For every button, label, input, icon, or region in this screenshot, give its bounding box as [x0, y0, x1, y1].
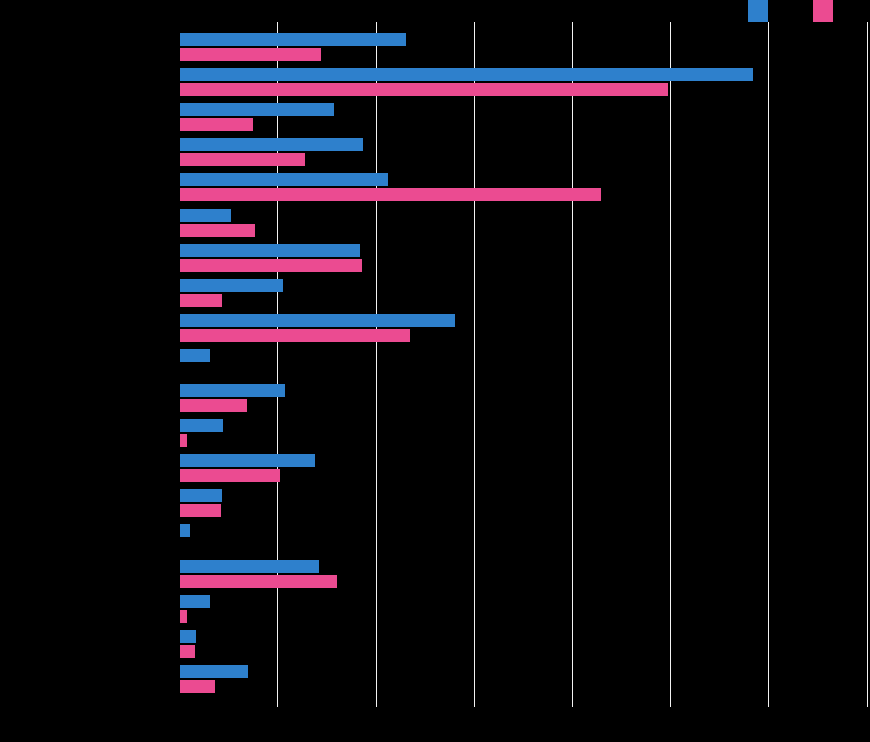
bar-group-row-6 — [180, 243, 867, 272]
bar-series-1-row-1[interactable] — [180, 68, 753, 82]
bar-series-1-row-2[interactable] — [180, 103, 334, 117]
bar-series-2-row-1[interactable] — [180, 83, 668, 97]
legend-entry-series-1[interactable] — [748, 0, 774, 22]
gridline-6 — [867, 22, 868, 707]
bar-series-1-row-0[interactable] — [180, 33, 406, 46]
bar-series-2-row-3[interactable] — [180, 153, 305, 167]
bars-layer — [180, 22, 867, 707]
bar-group-row-4 — [180, 173, 867, 202]
legend-swatch-series-1 — [748, 0, 768, 22]
bar-group-row-8 — [180, 313, 867, 342]
bar-series-1-row-10[interactable] — [180, 384, 285, 397]
bar-group-row-5 — [180, 208, 867, 237]
bar-series-2-row-15[interactable] — [180, 574, 337, 588]
bar-series-1-row-8[interactable] — [180, 313, 455, 327]
bar-series-2-row-18[interactable] — [180, 679, 215, 693]
bar-series-2-row-4[interactable] — [180, 188, 601, 202]
bar-series-2-row-2[interactable] — [180, 118, 253, 132]
y-axis-tick-labels — [0, 22, 178, 707]
bar-group-row-13 — [180, 489, 867, 518]
bar-series-2-row-12[interactable] — [180, 469, 280, 483]
bar-series-1-row-4[interactable] — [180, 173, 388, 187]
bar-series-1-row-9[interactable] — [180, 348, 210, 362]
bar-series-2-row-13[interactable] — [180, 504, 221, 518]
x-axis-tick-labels — [180, 709, 867, 729]
bar-group-row-16 — [180, 594, 867, 623]
bar-group-row-15 — [180, 559, 867, 588]
bar-group-row-1 — [180, 68, 867, 97]
bar-group-row-10 — [180, 384, 867, 412]
bar-group-row-3 — [180, 138, 867, 167]
bar-series-1-row-18[interactable] — [180, 664, 248, 678]
legend-swatch-series-2 — [813, 0, 833, 22]
bar-group-row-2 — [180, 103, 867, 132]
legend-entry-series-2[interactable] — [813, 0, 839, 22]
bar-series-2-row-10[interactable] — [180, 399, 247, 412]
bar-series-1-row-15[interactable] — [180, 559, 319, 573]
bar-series-1-row-17[interactable] — [180, 629, 196, 643]
bar-series-1-row-5[interactable] — [180, 208, 231, 222]
bar-group-row-14 — [180, 524, 867, 552]
bar-group-row-0 — [180, 33, 867, 61]
bar-group-row-18 — [180, 664, 867, 693]
bar-group-row-17 — [180, 629, 867, 658]
bar-series-1-row-16[interactable] — [180, 594, 210, 608]
chart-legend — [0, 0, 870, 22]
bar-group-row-7 — [180, 278, 867, 307]
bar-series-1-row-7[interactable] — [180, 278, 283, 292]
bar-series-2-row-0[interactable] — [180, 48, 321, 61]
bar-group-row-11 — [180, 419, 867, 448]
bar-series-1-row-13[interactable] — [180, 489, 222, 503]
bar-series-1-row-3[interactable] — [180, 138, 363, 152]
bar-series-2-row-16[interactable] — [180, 609, 187, 623]
bar-series-2-row-7[interactable] — [180, 293, 222, 307]
bar-group-row-9 — [180, 348, 867, 377]
bar-series-1-row-12[interactable] — [180, 454, 315, 468]
bar-series-1-row-6[interactable] — [180, 243, 360, 257]
bar-group-row-12 — [180, 454, 867, 483]
bar-series-2-row-11[interactable] — [180, 434, 187, 448]
bar-series-2-row-5[interactable] — [180, 223, 255, 237]
bar-series-1-row-14[interactable] — [180, 524, 190, 538]
bar-series-2-row-17[interactable] — [180, 644, 195, 658]
bar-series-1-row-11[interactable] — [180, 419, 223, 433]
plot-area — [180, 22, 868, 707]
bar-series-2-row-8[interactable] — [180, 328, 410, 342]
bar-series-2-row-6[interactable] — [180, 258, 362, 272]
